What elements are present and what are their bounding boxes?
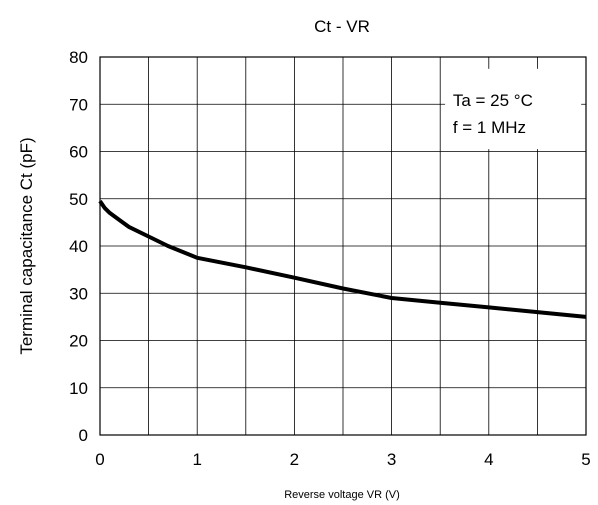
y-tick-label: 30 [69, 284, 88, 303]
x-tick-label: 3 [387, 450, 396, 469]
y-tick-label: 80 [69, 48, 88, 67]
annotation-box: Ta = 25 °C f = 1 MHz [445, 68, 582, 150]
annotation-text: f = 1 MHz [453, 118, 526, 137]
x-tick-labels: 0 1 2 3 4 5 [95, 450, 590, 469]
x-tick-label: 4 [484, 450, 493, 469]
chart-title: Ct - VR [314, 17, 370, 36]
y-tick-label: 50 [69, 190, 88, 209]
grid [100, 57, 586, 435]
y-tick-label: 0 [79, 426, 88, 445]
y-tick-label: 40 [69, 237, 88, 256]
x-tick-label: 2 [290, 450, 299, 469]
series-line-0 [98, 199, 587, 319]
series-layer [98, 199, 587, 319]
y-tick-label: 10 [69, 379, 88, 398]
y-tick-label: 60 [69, 143, 88, 162]
y-tick-labels: 0 10 20 30 40 50 60 70 80 [69, 48, 88, 445]
y-axis-label: Terminal capacitance Ct (pF) [17, 137, 36, 354]
plot-frame [99, 56, 587, 436]
y-tick-label: 20 [69, 332, 88, 351]
annotation-text: Ta = 25 °C [453, 91, 533, 110]
x-tick-label: 5 [581, 450, 590, 469]
annotation-background [445, 68, 582, 150]
x-tick-label: 1 [192, 450, 201, 469]
x-tick-label: 0 [95, 450, 104, 469]
y-tick-label: 70 [69, 95, 88, 114]
x-axis-label: Reverse voltage VR (V) [284, 489, 400, 501]
